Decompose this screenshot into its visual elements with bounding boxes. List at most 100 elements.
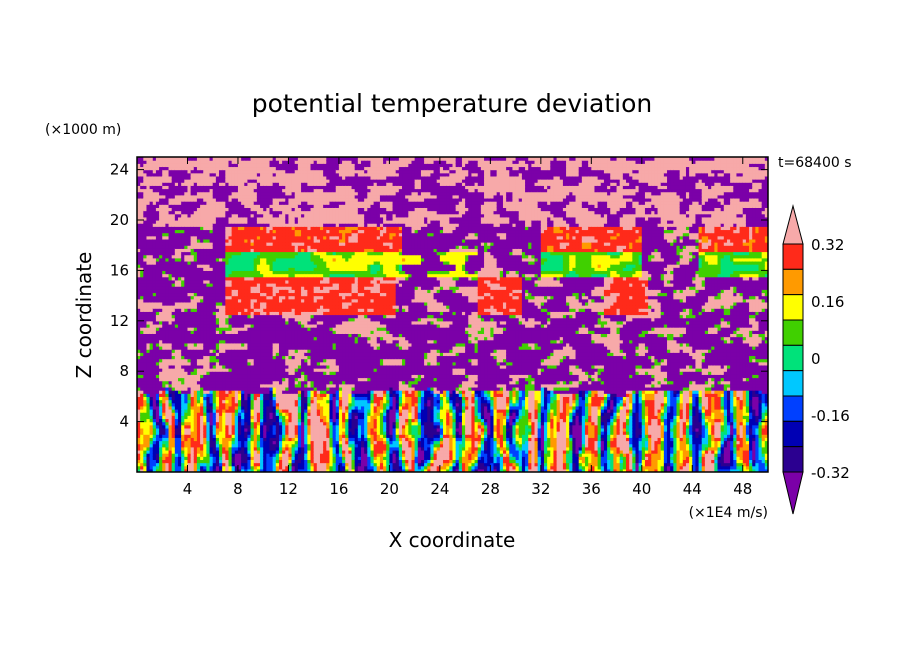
heatmap-cell	[152, 386, 157, 391]
heatmap-cell	[140, 396, 144, 401]
heatmap-cell	[155, 160, 160, 164]
heatmap-cell	[143, 412, 148, 416]
heatmap-cell	[162, 289, 166, 294]
heatmap-cell	[168, 238, 173, 243]
heatmap-cell	[140, 449, 144, 454]
heatmap-cell	[181, 405, 185, 410]
heatmap-cell	[174, 226, 179, 231]
heatmap-cell	[162, 449, 166, 454]
heatmap-cell	[143, 456, 148, 460]
heatmap-cell	[171, 346, 176, 350]
heatmap-cell	[155, 431, 160, 435]
heatmap-cell	[149, 462, 154, 467]
heatmap-cell	[168, 169, 173, 174]
heatmap-cell	[146, 333, 151, 338]
heatmap-cell	[143, 305, 148, 309]
heatmap-cell	[143, 317, 148, 322]
heatmap-cell	[178, 292, 182, 297]
heatmap-cell	[140, 169, 144, 174]
heatmap-cell	[152, 317, 157, 322]
heatmap-cell	[171, 232, 176, 237]
heatmap-cell	[152, 185, 157, 190]
heatmap-cell	[171, 405, 176, 410]
heatmap-cell	[159, 260, 163, 265]
heatmap-cell	[184, 305, 189, 309]
heatmap-cell	[165, 468, 170, 472]
heatmap-cell	[155, 383, 160, 388]
heatmap-cell	[137, 191, 141, 196]
heatmap-cell	[140, 207, 144, 212]
heatmap-cell	[149, 216, 154, 221]
heatmap-cell	[143, 289, 148, 294]
heatmap-cell	[171, 254, 176, 259]
heatmap-cell	[149, 396, 154, 401]
heatmap-cell	[165, 327, 170, 331]
heatmap-cell	[152, 182, 157, 186]
heatmap-cell	[181, 431, 185, 435]
heatmap-cell	[137, 308, 141, 312]
heatmap-cell	[168, 440, 173, 445]
y-unit-label: (×1000 m)	[45, 122, 121, 138]
heatmap-cell	[165, 185, 170, 190]
heatmap-cell	[146, 188, 151, 193]
heatmap-cell	[168, 311, 173, 316]
heatmap-cell	[137, 194, 141, 199]
heatmap-cell	[152, 437, 157, 442]
heatmap-cell	[137, 339, 141, 344]
heatmap-cell	[152, 238, 157, 243]
heatmap-cell	[140, 223, 144, 227]
heatmap-cell	[168, 276, 173, 281]
heatmap-cell	[146, 327, 151, 331]
heatmap-cell	[143, 465, 148, 470]
heatmap-cell	[165, 279, 170, 284]
heatmap-cell	[146, 424, 151, 429]
heatmap-cell	[178, 276, 182, 281]
heatmap-cell	[174, 305, 179, 309]
heatmap-cell	[178, 311, 182, 316]
heatmap-cell	[149, 295, 154, 300]
heatmap-cell	[137, 446, 141, 451]
heatmap-cell	[165, 179, 170, 183]
heatmap-cell	[137, 163, 141, 168]
heatmap-cell	[140, 210, 144, 215]
heatmap-cell	[152, 172, 157, 177]
heatmap-cell	[168, 424, 173, 429]
heatmap-cell	[165, 226, 170, 231]
heatmap-cell	[171, 172, 176, 177]
heatmap-cell	[168, 336, 173, 341]
heatmap-cell	[165, 232, 170, 237]
heatmap-cell	[137, 295, 141, 300]
heatmap-cell	[159, 242, 163, 246]
heatmap-cell	[159, 251, 163, 256]
heatmap-cell	[143, 396, 148, 401]
heatmap-cell	[140, 191, 144, 196]
heatmap-cell	[178, 254, 182, 259]
heatmap-cell	[171, 157, 176, 161]
heatmap-cell	[165, 260, 170, 265]
heatmap-cell	[178, 314, 182, 319]
heatmap-cell	[168, 465, 173, 470]
heatmap-cell	[165, 216, 170, 221]
heatmap-cell	[140, 364, 144, 369]
heatmap-cell	[146, 468, 151, 472]
heatmap-cell	[149, 361, 154, 366]
heatmap-cell	[146, 390, 151, 394]
heatmap-cell	[171, 201, 176, 205]
heatmap-cell	[162, 276, 166, 281]
heatmap-cell	[162, 298, 166, 303]
heatmap-cell	[162, 166, 166, 171]
heatmap-cell	[149, 320, 154, 325]
heatmap-cell	[149, 191, 154, 196]
heatmap-cell	[171, 431, 176, 435]
heatmap-cell	[149, 163, 154, 168]
heatmap-cell	[155, 437, 160, 442]
heatmap-cell	[159, 295, 163, 300]
heatmap-cell	[178, 446, 182, 451]
heatmap-cell	[184, 295, 189, 300]
heatmap-cell	[155, 468, 160, 472]
heatmap-cell	[178, 185, 182, 190]
heatmap-cell	[152, 210, 157, 215]
heatmap-cell	[159, 257, 163, 262]
heatmap-cell	[181, 440, 185, 445]
heatmap-cell	[171, 323, 176, 328]
